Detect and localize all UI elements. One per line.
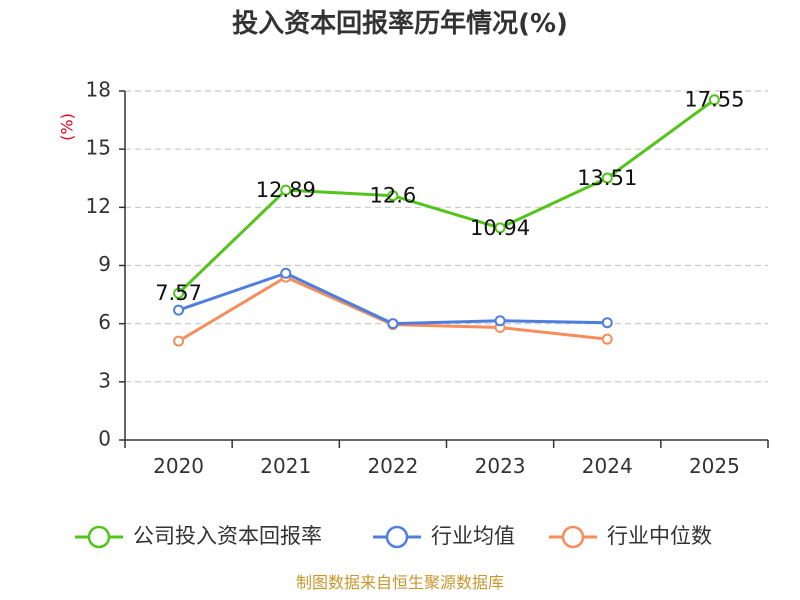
data-point bbox=[173, 287, 185, 299]
legend-label: 行业中位数 bbox=[607, 524, 712, 548]
data-label: 7.57 bbox=[155, 281, 202, 305]
data-point bbox=[601, 317, 613, 329]
legend-item-0: 公司投入资本回报率 bbox=[75, 524, 322, 549]
data-label: 17.55 bbox=[684, 88, 744, 112]
legend-label: 公司投入资本回报率 bbox=[133, 524, 322, 548]
x-tick-label: 2023 bbox=[475, 454, 526, 478]
y-tick-label: 9 bbox=[98, 252, 111, 276]
axes bbox=[119, 90, 769, 448]
series-1 bbox=[173, 267, 613, 330]
y-tick-label: 18 bbox=[86, 78, 111, 102]
x-tick-label: 2020 bbox=[153, 454, 204, 478]
legend: 公司投入资本回报率 行业均值 行业中位数 bbox=[75, 524, 712, 549]
data-point bbox=[387, 318, 399, 330]
data-point bbox=[280, 267, 292, 279]
legend-item-1: 行业均值 bbox=[373, 524, 515, 549]
data-label: 13.51 bbox=[577, 166, 637, 190]
data-point bbox=[280, 184, 292, 196]
legend-marker bbox=[87, 525, 111, 549]
y-tick-label: 15 bbox=[86, 136, 111, 160]
x-tick-label: 2025 bbox=[689, 454, 740, 478]
data-point bbox=[601, 333, 613, 345]
y-tick-label: 3 bbox=[98, 368, 111, 392]
legend-label: 行业均值 bbox=[431, 524, 515, 548]
x-tick-label: 2024 bbox=[582, 454, 633, 478]
data-label: 10.94 bbox=[470, 216, 530, 240]
data-point bbox=[494, 315, 506, 327]
x-tick-labels: 2020 2021 2022 2023 2024 2025 bbox=[153, 454, 740, 478]
y-tick-labels: 0 3 6 9 12 15 18 bbox=[86, 78, 111, 451]
y-tick-label: 0 bbox=[98, 427, 111, 451]
data-point bbox=[387, 190, 399, 202]
legend-marker bbox=[561, 525, 585, 549]
series-line bbox=[177, 98, 716, 295]
data-point bbox=[494, 222, 506, 234]
data-label: 12.89 bbox=[256, 178, 316, 202]
x-tick-label: 2021 bbox=[260, 454, 311, 478]
legend-item-2: 行业中位数 bbox=[549, 524, 712, 549]
series-0: 7.57 12.89 12.6 10.94 13.51 17.55 bbox=[155, 88, 744, 306]
source-note: 制图数据来自恒生聚源数据库 bbox=[296, 573, 504, 592]
series-2 bbox=[173, 271, 613, 347]
data-point bbox=[601, 172, 613, 184]
data-label: 12.6 bbox=[370, 184, 417, 208]
y-axis-label: (%) bbox=[58, 113, 77, 141]
data-point bbox=[173, 335, 185, 347]
legend-marker bbox=[385, 525, 409, 549]
y-tick-label: 6 bbox=[98, 310, 111, 334]
data-point bbox=[173, 304, 185, 316]
y-tick-label: 12 bbox=[86, 194, 111, 218]
data-point bbox=[708, 94, 720, 106]
series-layer: 7.57 12.89 12.6 10.94 13.51 17.55 bbox=[155, 88, 744, 347]
series-line bbox=[178, 271, 608, 326]
chart-title: 投入资本回报率历年情况(%) bbox=[232, 8, 568, 39]
x-tick-label: 2022 bbox=[367, 454, 418, 478]
grid-lines bbox=[125, 90, 768, 383]
